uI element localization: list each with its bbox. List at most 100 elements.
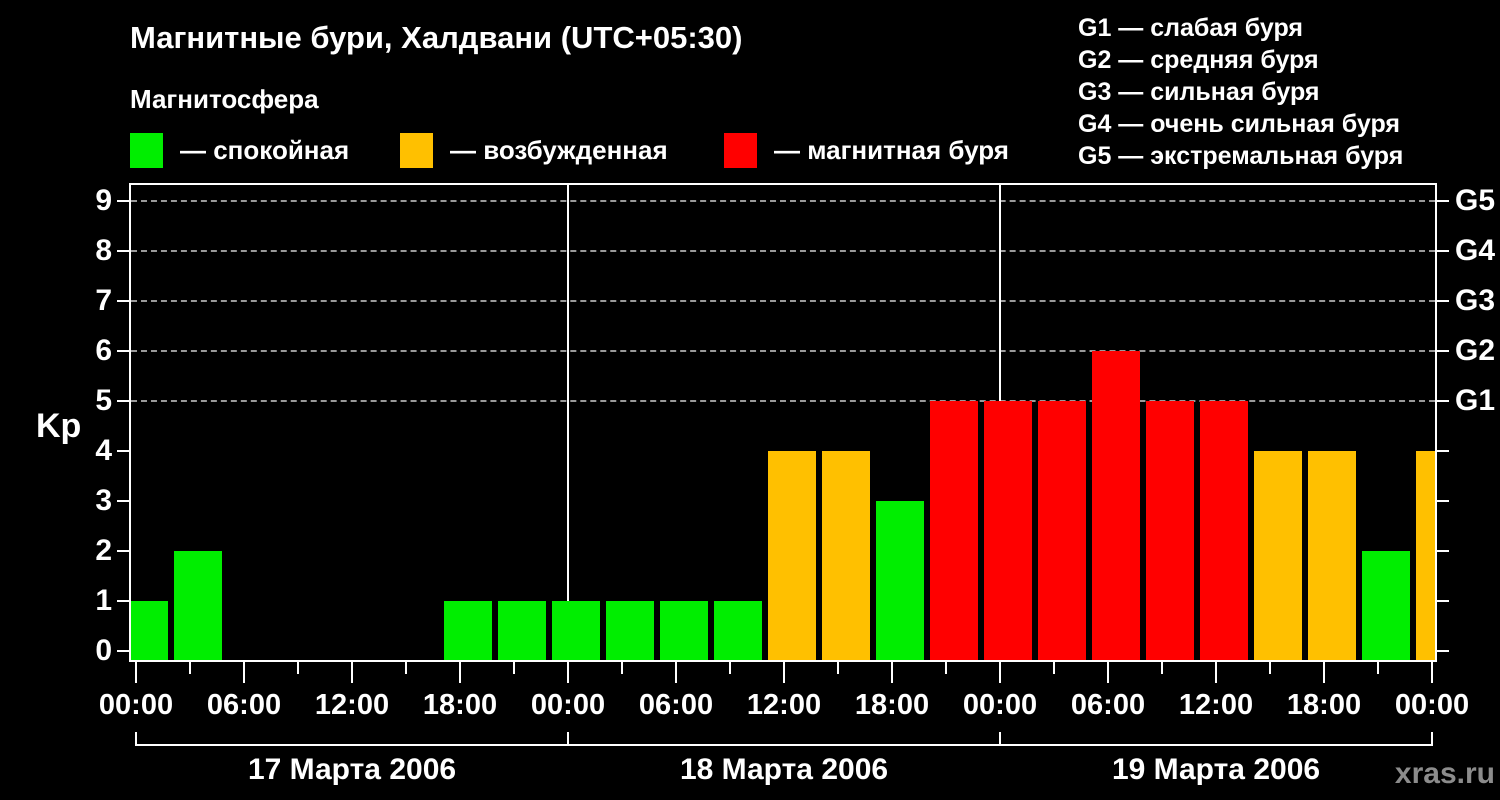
- excited-color-swatch: [400, 132, 433, 168]
- g-scale-label-g5: G5: [1455, 184, 1496, 217]
- x-tick: [1323, 662, 1325, 683]
- y-tick-label: 2: [95, 534, 112, 567]
- y-tick-label: 0: [95, 634, 112, 667]
- storm-scale-line-g3: G3 — сильная буря: [1078, 78, 1320, 106]
- legend-item-quiet: — спокойная: [130, 132, 349, 168]
- x-tick: [1053, 662, 1055, 674]
- y-tick-left: [117, 450, 129, 452]
- y-tick-right: [1437, 350, 1449, 352]
- y-tick-right: [1437, 600, 1449, 602]
- y-tick-label: 1: [95, 584, 112, 617]
- x-tick: [567, 662, 569, 683]
- x-tick-label: 18:00: [422, 689, 498, 721]
- gridline-kp7: [131, 300, 1435, 302]
- y-tick-left: [117, 500, 129, 502]
- x-tick: [351, 662, 353, 683]
- x-tick: [1269, 662, 1271, 674]
- kp-bar: [660, 601, 708, 660]
- x-tick: [621, 662, 623, 674]
- kp-bar: [552, 601, 600, 660]
- y-tick-right: [1437, 400, 1449, 402]
- page-title: Магнитные бури, Халдвани (UTC+05:30): [130, 20, 743, 55]
- legend-item-label: — возбужденная: [450, 134, 668, 165]
- x-tick: [999, 662, 1001, 683]
- kp-bar: [1146, 401, 1194, 660]
- kp-bar: [1308, 451, 1356, 660]
- kp-bar: [1038, 401, 1086, 660]
- x-tick: [1377, 662, 1379, 674]
- x-tick: [405, 662, 407, 674]
- y-tick-label: 6: [95, 334, 112, 367]
- legend-item-excited: — возбужденная: [400, 132, 668, 168]
- y-tick-right: [1437, 300, 1449, 302]
- date-bracket-tick: [135, 732, 137, 746]
- legend-item-storm: — магнитная буря: [724, 132, 1009, 168]
- y-tick-left: [117, 400, 129, 402]
- y-tick-label: 4: [95, 434, 112, 467]
- kp-bar: [768, 451, 816, 660]
- y-tick-right: [1437, 250, 1449, 252]
- kp-bar: [444, 601, 492, 660]
- date-bracket-tick: [567, 732, 569, 746]
- storm-scale-line-g5: G5 — экстремальная буря: [1078, 142, 1404, 170]
- date-bracket-tick: [999, 732, 1001, 746]
- x-tick-label: 06:00: [1070, 689, 1146, 721]
- kp-bar: [1200, 401, 1248, 660]
- y-tick-left: [117, 250, 129, 252]
- g-scale-label-g1: G1: [1455, 384, 1496, 417]
- date-label: 19 Марта 2006: [1111, 753, 1321, 786]
- storm-scale-line-g4: G4 — очень сильная буря: [1078, 110, 1400, 138]
- y-axis-title: Kp: [36, 407, 82, 445]
- y-tick-right: [1437, 650, 1449, 652]
- x-tick: [135, 662, 137, 683]
- x-tick: [729, 662, 731, 674]
- storm-color-swatch: [724, 132, 757, 168]
- kp-bar: [131, 601, 168, 660]
- x-tick: [189, 662, 191, 674]
- kp-bar: [714, 601, 762, 660]
- kp-bar: [984, 401, 1032, 660]
- date-label: 17 Марта 2006: [247, 753, 457, 786]
- y-tick-left: [117, 550, 129, 552]
- y-tick-left: [117, 600, 129, 602]
- quiet-color-swatch: [130, 132, 163, 168]
- y-tick-label: 5: [95, 384, 112, 417]
- x-tick: [1431, 662, 1433, 683]
- x-tick: [1215, 662, 1217, 683]
- plot-area: [131, 185, 1435, 660]
- kp-bar: [1416, 451, 1435, 660]
- x-tick: [513, 662, 515, 674]
- date-bracket-line: [136, 744, 1432, 746]
- x-tick: [675, 662, 677, 683]
- x-tick-label: 00:00: [530, 689, 606, 721]
- kp-bar: [174, 551, 222, 660]
- y-tick-right: [1437, 500, 1449, 502]
- x-tick: [459, 662, 461, 683]
- x-tick-label: 00:00: [98, 689, 174, 721]
- x-tick-label: 00:00: [962, 689, 1038, 721]
- storm-scale-line-g2: G2 — средняя буря: [1078, 46, 1319, 74]
- y-tick-left: [117, 200, 129, 202]
- kp-bar: [498, 601, 546, 660]
- kp-bar: [1362, 551, 1410, 660]
- g-scale-label-g2: G2: [1455, 334, 1496, 367]
- storm-scale-legend: G1 — слабая буря G2 — средняя буря G3 — си…: [1078, 12, 1403, 172]
- kp-bar: [822, 451, 870, 660]
- x-tick-label: 12:00: [1178, 689, 1254, 721]
- kp-bar: [1092, 351, 1140, 660]
- x-tick: [837, 662, 839, 674]
- x-tick: [891, 662, 893, 683]
- x-tick: [243, 662, 245, 683]
- y-tick-label: 3: [95, 484, 112, 517]
- y-tick-right: [1437, 550, 1449, 552]
- legend-item-label: — магнитная буря: [774, 134, 1009, 165]
- y-tick-label: 9: [95, 184, 112, 217]
- plot-area-border: [129, 183, 1437, 662]
- x-tick-label: 12:00: [746, 689, 822, 721]
- y-tick-right: [1437, 200, 1449, 202]
- kp-bar: [606, 601, 654, 660]
- y-tick-left: [117, 650, 129, 652]
- y-tick-label: 8: [95, 234, 112, 267]
- x-tick: [783, 662, 785, 683]
